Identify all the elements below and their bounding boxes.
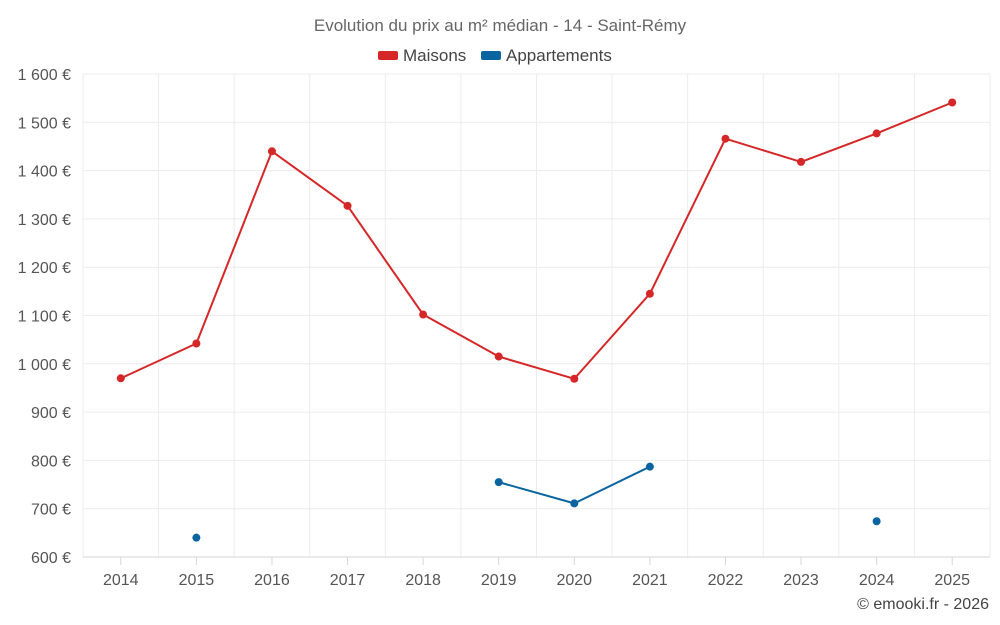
- series-appartements: [192, 462, 881, 542]
- x-tick-label: 2023: [783, 572, 819, 589]
- series-maisons: [116, 98, 957, 383]
- legend-label-maisons[interactable]: Maisons: [403, 46, 466, 65]
- data-point-maisons[interactable]: [797, 157, 806, 166]
- y-tick-label: 800 €: [31, 453, 71, 470]
- x-tick-label: 2024: [859, 572, 895, 589]
- x-tick-label: 2021: [632, 572, 668, 589]
- data-point-appartements[interactable]: [494, 478, 503, 487]
- data-point-maisons[interactable]: [343, 201, 352, 210]
- legend: Maisons Appartements: [378, 46, 612, 65]
- data-point-maisons[interactable]: [872, 129, 881, 138]
- x-tick-label: 2014: [103, 572, 139, 589]
- x-axis: 2014 2015 2016 2017 2018 2019 2020 2021 2022 2023…: [83, 556, 990, 589]
- data-point-maisons[interactable]: [570, 374, 579, 383]
- y-tick-label: 1 500 €: [18, 115, 71, 132]
- x-tick-label: 2022: [708, 572, 744, 589]
- y-tick-label: 1 400 €: [18, 164, 71, 181]
- data-point-maisons[interactable]: [645, 289, 654, 298]
- data-point-appartements[interactable]: [192, 533, 201, 542]
- data-point-maisons[interactable]: [419, 310, 428, 319]
- data-point-maisons[interactable]: [494, 352, 503, 361]
- y-tick-label: 1 000 €: [18, 357, 71, 374]
- x-tick-label: 2017: [330, 572, 366, 589]
- y-axis: 600 € 700 € 800 € 900 € 1 000 € 1 100 € 1 200 …: [18, 67, 71, 567]
- data-point-appartements[interactable]: [570, 499, 579, 508]
- y-tick-label: 1 300 €: [18, 212, 71, 229]
- credit: © emooki.fr - 2026: [857, 596, 989, 613]
- plot-area: [116, 98, 957, 542]
- data-point-appartements[interactable]: [645, 462, 654, 471]
- data-point-maisons[interactable]: [721, 134, 730, 143]
- series-line-maisons: [119, 101, 954, 380]
- grid: [82, 73, 991, 558]
- data-point-maisons[interactable]: [948, 98, 957, 107]
- x-tick-label: 2015: [179, 572, 215, 589]
- data-point-appartements[interactable]: [872, 517, 881, 526]
- y-tick-label: 900 €: [31, 405, 71, 422]
- y-tick-label: 1 100 €: [18, 309, 71, 326]
- y-tick-label: 700 €: [31, 502, 71, 519]
- y-tick-label: 1 600 €: [18, 67, 71, 84]
- chart-title: Evolution du prix au m² médian - 14 - Sa…: [314, 16, 687, 35]
- y-tick-label: 1 200 €: [18, 260, 71, 277]
- series-line-appartements: [497, 465, 651, 505]
- legend-swatch-maisons: [378, 51, 398, 60]
- x-tick-label: 2018: [405, 572, 441, 589]
- data-point-maisons[interactable]: [267, 147, 276, 156]
- data-point-maisons[interactable]: [192, 339, 201, 348]
- y-tick-label: 600 €: [31, 550, 71, 567]
- x-tick-label: 2016: [254, 572, 290, 589]
- legend-swatch-appartements: [481, 51, 501, 60]
- x-tick-label: 2020: [556, 572, 592, 589]
- data-point-maisons[interactable]: [116, 374, 125, 383]
- x-tick-label: 2025: [934, 572, 970, 589]
- legend-label-appartements[interactable]: Appartements: [506, 46, 612, 65]
- x-tick-label: 2019: [481, 572, 517, 589]
